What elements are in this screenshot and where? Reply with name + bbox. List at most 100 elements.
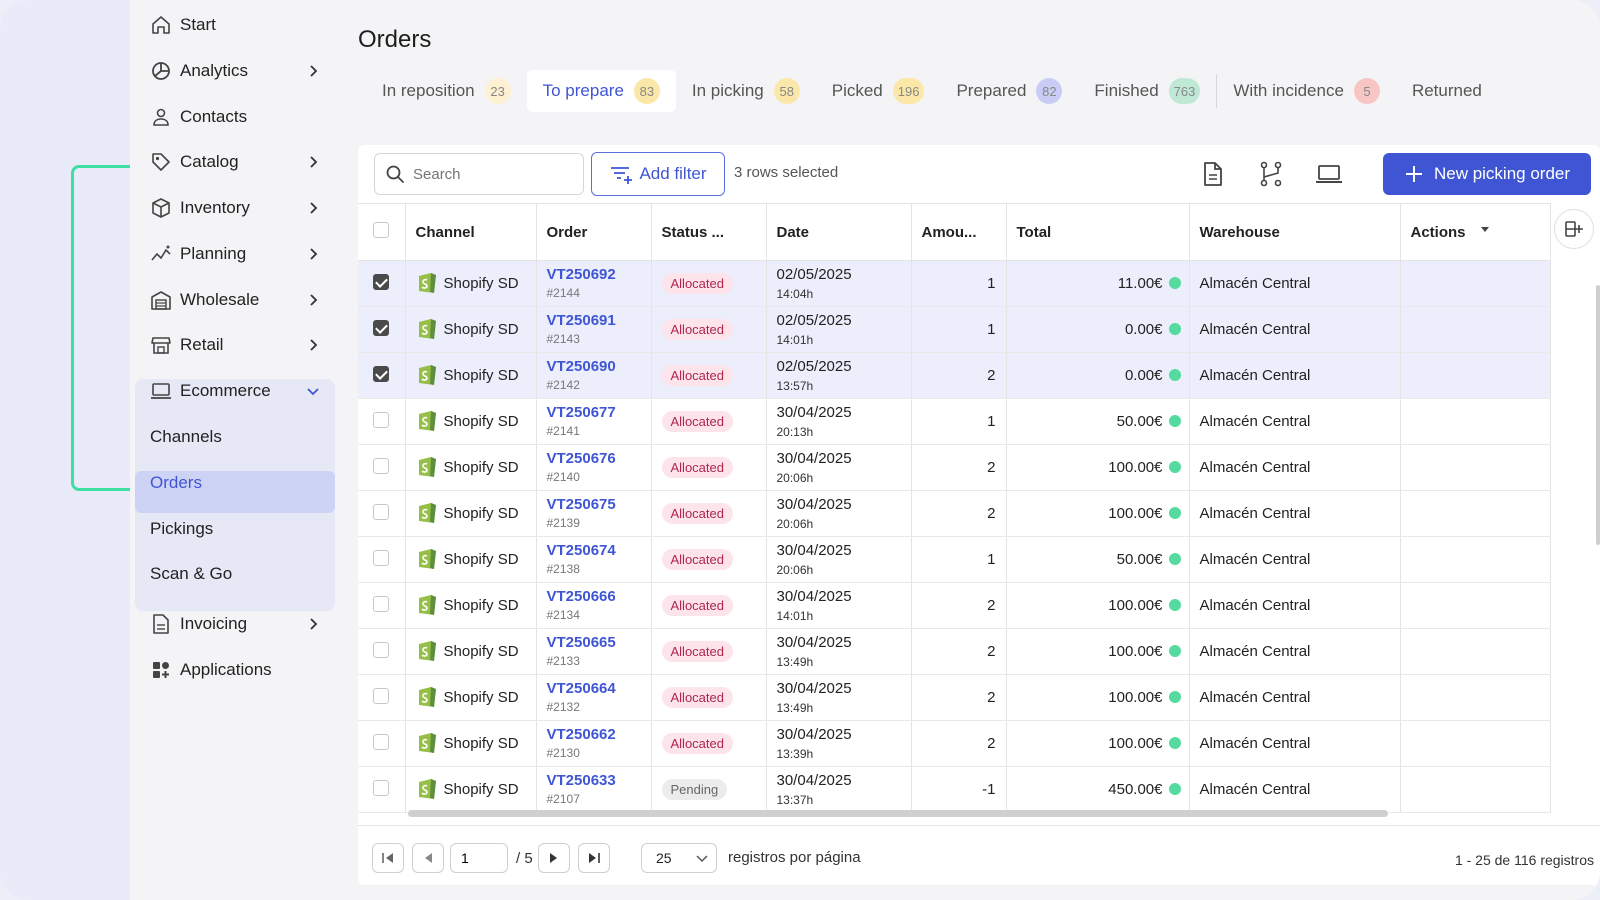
- last-page-button[interactable]: [578, 843, 610, 873]
- order-link[interactable]: VT250674: [546, 541, 616, 559]
- submenu-item-channels[interactable]: Channels: [150, 427, 222, 446]
- actions-cell[interactable]: [1400, 628, 1551, 675]
- column-header-order[interactable]: Order: [536, 203, 652, 261]
- column-header-warehouse[interactable]: Warehouse: [1189, 203, 1401, 261]
- row-checkbox[interactable]: [373, 687, 390, 704]
- document-icon[interactable]: [1198, 159, 1228, 189]
- order-link[interactable]: VT250662: [546, 725, 616, 743]
- submenu-item-scan-go[interactable]: Scan & Go: [150, 564, 233, 583]
- actions-cell[interactable]: [1400, 260, 1551, 307]
- sidebar-item-invoicing[interactable]: Invoicing: [150, 604, 350, 644]
- table-row[interactable]: Shopify SD VT250690 #2142 Allocated 02/05/20…: [358, 352, 1551, 399]
- order-link[interactable]: VT250677: [546, 403, 616, 421]
- actions-cell[interactable]: [1400, 306, 1551, 353]
- order-link[interactable]: VT250690: [546, 357, 616, 375]
- sidebar-item-start[interactable]: Start: [150, 5, 350, 45]
- order-link[interactable]: VT250664: [546, 679, 616, 697]
- add-filter-button[interactable]: Add filter: [591, 152, 725, 196]
- sidebar-item-applications[interactable]: Applications: [150, 650, 350, 690]
- table-row[interactable]: Shopify SD VT250666 #2134 Allocated 30/04/20…: [358, 582, 1551, 629]
- column-header-amou[interactable]: Amou...: [911, 203, 1007, 261]
- laptop-icon[interactable]: [1314, 159, 1344, 189]
- sidebar-item-contacts[interactable]: Contacts: [150, 97, 350, 137]
- row-checkbox[interactable]: [373, 595, 390, 612]
- table-row[interactable]: Shopify SD VT250691 #2143 Allocated 02/05/20…: [358, 306, 1551, 353]
- row-checkbox[interactable]: [373, 779, 390, 796]
- order-link[interactable]: VT250691: [546, 311, 616, 329]
- tab-in-picking[interactable]: In picking 58: [676, 70, 816, 112]
- first-page-button[interactable]: [372, 843, 404, 873]
- actions-cell[interactable]: [1400, 582, 1551, 629]
- actions-cell[interactable]: [1400, 444, 1551, 491]
- order-link[interactable]: VT250665: [546, 633, 616, 651]
- workflow-icon[interactable]: [1256, 159, 1286, 189]
- horizontal-scrollbar[interactable]: [408, 810, 1388, 817]
- column-header-channel[interactable]: Channel: [405, 203, 537, 261]
- sidebar-item-analytics[interactable]: Analytics: [150, 51, 350, 91]
- tab-returned[interactable]: Returned: [1396, 70, 1498, 112]
- submenu-item-pickings[interactable]: Pickings: [150, 519, 214, 538]
- tab-with-incidence[interactable]: With incidence 5: [1217, 70, 1396, 112]
- row-checkbox[interactable]: [373, 549, 390, 566]
- new-picking-order-button[interactable]: New picking order: [1383, 153, 1591, 195]
- search-input[interactable]: [413, 165, 563, 183]
- page-size-select[interactable]: 25: [641, 843, 717, 873]
- tab-in-reposition[interactable]: In reposition 23: [366, 70, 527, 112]
- column-settings-button[interactable]: [1554, 209, 1594, 249]
- table-row[interactable]: Shopify SD VT250665 #2133 Allocated 30/04/20…: [358, 628, 1551, 675]
- select-all-checkbox[interactable]: [373, 222, 390, 238]
- table-row[interactable]: Shopify SD VT250633 #2107 Pending 30/04/2025…: [358, 766, 1551, 813]
- page-number-input[interactable]: [450, 843, 508, 873]
- table-row[interactable]: Shopify SD VT250664 #2132 Allocated 30/04/20…: [358, 674, 1551, 721]
- row-checkbox[interactable]: [373, 641, 390, 658]
- row-checkbox[interactable]: [373, 503, 390, 520]
- actions-cell[interactable]: [1400, 674, 1551, 721]
- actions-cell[interactable]: [1400, 352, 1551, 399]
- sidebar-item-planning[interactable]: Planning: [150, 234, 350, 274]
- table-row[interactable]: Shopify SD VT250674 #2138 Allocated 30/04/20…: [358, 536, 1551, 583]
- sidebar-item-retail[interactable]: Retail: [150, 325, 350, 365]
- channel-name: Shopify SD: [443, 275, 519, 292]
- tab-picked[interactable]: Picked 196: [816, 70, 941, 112]
- row-checkbox[interactable]: [373, 733, 390, 750]
- table-row[interactable]: Shopify SD VT250692 #2144 Allocated 02/05/20…: [358, 260, 1551, 307]
- table-row[interactable]: Shopify SD VT250662 #2130 Allocated 30/04/20…: [358, 720, 1551, 767]
- tab-to-prepare[interactable]: To prepare 83: [526, 70, 676, 112]
- channel: Shopify SD: [416, 453, 536, 483]
- tab-prepared[interactable]: Prepared 82: [940, 70, 1078, 112]
- table-row[interactable]: Shopify SD VT250677 #2141 Allocated 30/04/20…: [358, 398, 1551, 445]
- table-row[interactable]: Shopify SD VT250675 #2139 Allocated 30/04/20…: [358, 490, 1551, 537]
- actions-cell[interactable]: [1400, 766, 1551, 813]
- order-link[interactable]: VT250675: [546, 495, 616, 513]
- actions-cell[interactable]: [1400, 490, 1551, 537]
- sidebar-item-catalog[interactable]: Catalog: [150, 142, 350, 182]
- channel: Shopify SD: [416, 499, 536, 529]
- actions-cell[interactable]: [1400, 536, 1551, 583]
- column-header-actions[interactable]: Actions: [1400, 203, 1551, 261]
- row-checkbox[interactable]: [373, 457, 390, 474]
- order-link[interactable]: VT250666: [546, 587, 616, 605]
- column-header-status[interactable]: Status ...: [651, 203, 767, 261]
- sidebar-item-wholesale[interactable]: Wholesale: [150, 280, 350, 320]
- sidebar-item-ecommerce[interactable]: Ecommerce: [150, 371, 350, 411]
- prev-page-button[interactable]: [412, 843, 444, 873]
- order-link[interactable]: VT250676: [546, 449, 616, 467]
- order-link[interactable]: VT250633: [546, 771, 616, 789]
- actions-cell[interactable]: [1400, 398, 1551, 445]
- vertical-scrollbar[interactable]: [1596, 285, 1600, 545]
- order-link[interactable]: VT250692: [546, 265, 616, 283]
- search-box[interactable]: [374, 153, 584, 195]
- submenu-item-orders[interactable]: Orders: [150, 473, 202, 492]
- actions-cell[interactable]: [1400, 720, 1551, 767]
- column-header-total[interactable]: Total: [1006, 203, 1190, 261]
- next-page-button[interactable]: [538, 843, 570, 873]
- column-header-date[interactable]: Date: [766, 203, 912, 261]
- sidebar-item-inventory[interactable]: Inventory: [150, 188, 350, 228]
- row-checkbox[interactable]: [373, 273, 390, 290]
- tab-finished[interactable]: Finished 763: [1078, 70, 1216, 112]
- row-checkbox[interactable]: [373, 365, 390, 382]
- row-checkbox[interactable]: [373, 319, 390, 336]
- tab-label: To prepare: [542, 81, 624, 100]
- row-checkbox[interactable]: [373, 411, 390, 428]
- table-row[interactable]: Shopify SD VT250676 #2140 Allocated 30/04/20…: [358, 444, 1551, 491]
